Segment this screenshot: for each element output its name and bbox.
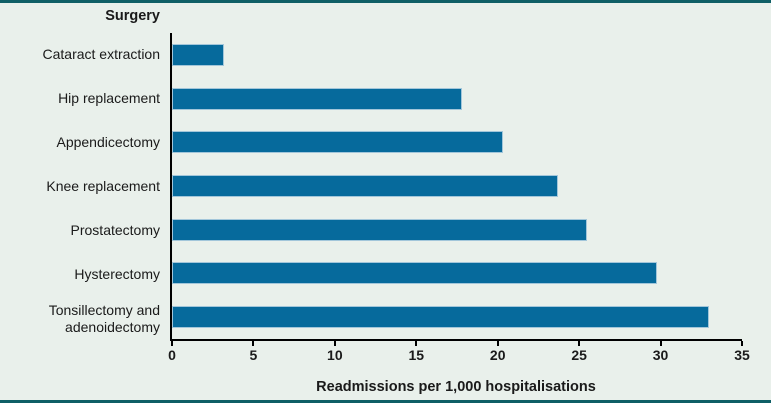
- category-label-row: Hysterectomy: [0, 253, 160, 297]
- x-tick-label: 0: [168, 347, 176, 363]
- x-tick-label: 30: [652, 347, 669, 363]
- bar: [172, 87, 462, 110]
- category-label: Tonsillectomy and adenoidectomy: [48, 301, 160, 336]
- x-tick-mark: [415, 341, 418, 346]
- x-tick-label: 35: [734, 347, 750, 363]
- x-tick-mark: [659, 341, 662, 346]
- bar-row: [172, 164, 742, 208]
- bar: [172, 43, 225, 66]
- bar-row: [172, 252, 742, 296]
- x-tick-mark: [741, 341, 743, 346]
- category-label-row: Tonsillectomy and adenoidectomy: [0, 297, 160, 341]
- x-axis-title: Readmissions per 1,000 hospitalisations: [316, 379, 596, 395]
- bottom-border-rule: [0, 400, 771, 403]
- x-tick-mark: [333, 341, 336, 346]
- x-tick-mark: [578, 341, 581, 346]
- category-label-row: Prostatectomy: [0, 209, 160, 253]
- x-tick-label: 25: [571, 347, 587, 363]
- bar: [172, 306, 710, 329]
- category-labels: Cataract extraction Hip replacement Append…: [0, 33, 161, 341]
- category-label: Prostatectomy: [70, 222, 160, 239]
- x-tick-mark: [171, 341, 173, 346]
- x-tick-label: 10: [327, 347, 343, 363]
- x-tick-label: 20: [489, 347, 506, 363]
- category-label-row: Cataract extraction: [0, 33, 161, 77]
- category-label: Cataract extraction: [42, 46, 161, 63]
- bar: [172, 131, 503, 154]
- bar-row: [172, 77, 742, 121]
- bar: [172, 175, 558, 198]
- category-label: Hysterectomy: [74, 266, 160, 283]
- category-label-row: Hip replacement: [0, 77, 160, 121]
- x-axis-tick-labels: 0 5 10 15 20 25 30 35: [168, 347, 750, 363]
- bar-row: [172, 295, 742, 339]
- y-axis-title: Surgery: [105, 8, 160, 24]
- bar: [172, 262, 658, 285]
- category-label: Appendicectomy: [56, 134, 160, 151]
- bar-row: [172, 120, 742, 164]
- x-tick-label: 5: [249, 347, 258, 363]
- bar-row: [172, 33, 742, 77]
- x-tick-label: 15: [408, 347, 425, 363]
- bar-row: [172, 208, 742, 252]
- x-tick-mark: [496, 341, 499, 346]
- category-label-row: Appendicectomy: [0, 121, 160, 165]
- plot-area: [170, 33, 742, 341]
- bar: [172, 218, 588, 241]
- x-axis-ticks: [171, 341, 743, 347]
- top-border-rule: [0, 0, 771, 3]
- category-label-row: Knee replacement: [0, 165, 160, 209]
- category-label: Knee replacement: [46, 178, 160, 195]
- category-label: Hip replacement: [58, 90, 160, 107]
- x-tick-mark: [252, 341, 255, 346]
